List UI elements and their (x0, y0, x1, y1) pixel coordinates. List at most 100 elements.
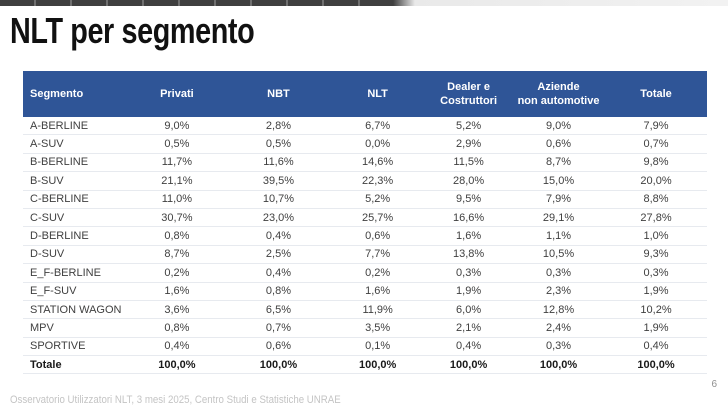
table-header: Segmento Privati NBT NLT Dealer e Costruttor… (23, 71, 707, 117)
top-edge-bar (0, 0, 728, 6)
value-cell: 100,0% (126, 355, 227, 375)
value-cell: 7,7% (330, 245, 426, 265)
value-cell: 11,0% (126, 190, 227, 209)
value-cell: 6,5% (226, 300, 331, 320)
value-cell: 5,2% (425, 117, 513, 136)
value-cell: 0,2% (330, 263, 426, 283)
value-cell: 0,8% (126, 226, 227, 246)
value-cell: 11,9% (330, 300, 426, 320)
value-cell: 20,0% (605, 171, 707, 191)
table-total-row: Totale 100,0% 100,0% 100,0% 100,0% 100,0% 100,… (23, 355, 707, 375)
value-cell: 1,9% (605, 318, 707, 338)
value-cell: 2,4% (512, 318, 606, 338)
top-edge-bar-ticks (0, 0, 394, 6)
value-cell: 9,8% (605, 153, 707, 173)
value-cell: 8,8% (605, 190, 707, 209)
table-row: SPORTIVE 0,4% 0,6% 0,1% 0,4% 0,3% 0,4% (23, 337, 707, 357)
value-cell: 28,0% (425, 171, 513, 191)
value-cell: 14,6% (330, 153, 426, 173)
value-cell: 100,0% (330, 355, 426, 375)
column-header-6: Totale (605, 71, 707, 117)
value-cell: 100,0% (425, 355, 513, 375)
value-cell: 29,1% (512, 208, 606, 228)
value-cell: 0,4% (126, 337, 227, 357)
segment-share-table: Segmento Privati NBT NLT Dealer e Costruttor… (23, 71, 707, 375)
page-title: NLT per segmento (10, 10, 255, 51)
value-cell: 2,8% (226, 117, 331, 136)
table-row: A-BERLINE 9,0% 2,8% 6,7% 5,2% 9,0% 7,9% (23, 117, 707, 136)
value-cell: 0,3% (512, 337, 606, 357)
table-row: E_F-BERLINE 0,2% 0,4% 0,2% 0,3% 0,3% 0,3% (23, 263, 707, 283)
value-cell: 10,5% (512, 245, 606, 265)
segment-label: C-SUV (23, 208, 127, 228)
segment-label: E_F-BERLINE (23, 263, 127, 283)
value-cell: 100,0% (226, 355, 331, 375)
value-cell: 13,8% (425, 245, 513, 265)
column-header-segmento: Segmento (23, 71, 127, 117)
value-cell: 1,9% (425, 282, 513, 301)
value-cell: 0,1% (330, 337, 426, 357)
value-cell: 0,3% (425, 263, 513, 283)
value-cell: 25,7% (330, 208, 426, 228)
value-cell: 0,8% (226, 282, 331, 301)
value-cell: 0,7% (226, 318, 331, 338)
value-cell: 9,0% (512, 117, 606, 136)
segment-label: SPORTIVE (23, 337, 127, 357)
value-cell: 0,2% (126, 263, 227, 283)
segment-label: D-BERLINE (23, 226, 127, 246)
value-cell: 0,4% (226, 226, 331, 246)
value-cell: 5,2% (330, 190, 426, 209)
table-row: B-SUV 21,1% 39,5% 22,3% 28,0% 15,0% 20,0% (23, 171, 707, 191)
value-cell: 22,3% (330, 171, 426, 191)
value-cell: 8,7% (126, 245, 227, 265)
segment-label: D-SUV (23, 245, 127, 265)
value-cell: 1,0% (605, 226, 707, 246)
column-header-4: Dealer e Costruttori (425, 71, 513, 117)
value-cell: 23,0% (226, 208, 331, 228)
segment-label: B-BERLINE (23, 153, 127, 173)
value-cell: 0,5% (126, 134, 227, 154)
value-cell: 1,6% (425, 226, 513, 246)
value-cell: 16,6% (425, 208, 513, 228)
value-cell: 11,6% (226, 153, 331, 173)
table-row: D-SUV 8,7% 2,5% 7,7% 13,8% 10,5% 9,3% (23, 245, 707, 265)
value-cell: 27,8% (605, 208, 707, 228)
segment-label: MPV (23, 318, 127, 338)
value-cell: 2,1% (425, 318, 513, 338)
value-cell: 15,0% (512, 171, 606, 191)
column-header-2: NBT (226, 71, 331, 117)
value-cell: 7,9% (605, 117, 707, 136)
segment-label: Totale (23, 355, 127, 375)
value-cell: 0,8% (126, 318, 227, 338)
value-cell: 0,0% (330, 134, 426, 154)
value-cell: 0,7% (605, 134, 707, 154)
value-cell: 3,6% (126, 300, 227, 320)
table-row: MPV 0,8% 0,7% 3,5% 2,1% 2,4% 1,9% (23, 318, 707, 338)
value-cell: 0,4% (425, 337, 513, 357)
value-cell: 7,9% (512, 190, 606, 209)
value-cell: 2,5% (226, 245, 331, 265)
value-cell: 0,6% (226, 337, 331, 357)
value-cell: 0,6% (512, 134, 606, 154)
table-row: STATION WAGON 3,6% 6,5% 11,9% 6,0% 12,8% 10,2% (23, 300, 707, 320)
value-cell: 1,1% (512, 226, 606, 246)
value-cell: 6,7% (330, 117, 426, 136)
value-cell: 100,0% (605, 355, 707, 375)
value-cell: 10,2% (605, 300, 707, 320)
value-cell: 11,5% (425, 153, 513, 173)
column-header-3: NLT (330, 71, 426, 117)
table-row: C-SUV 30,7% 23,0% 25,7% 16,6% 29,1% 27,8% (23, 208, 707, 228)
value-cell: 8,7% (512, 153, 606, 173)
page-number: 6 (711, 379, 717, 390)
value-cell: 6,0% (425, 300, 513, 320)
column-header-1: Privati (126, 71, 227, 117)
segment-label: B-SUV (23, 171, 127, 191)
segment-label: STATION WAGON (23, 300, 127, 320)
value-cell: 100,0% (512, 355, 606, 375)
segment-label: E_F-SUV (23, 282, 127, 301)
value-cell: 11,7% (126, 153, 227, 173)
value-cell: 9,5% (425, 190, 513, 209)
table-row: A-SUV 0,5% 0,5% 0,0% 2,9% 0,6% 0,7% (23, 134, 707, 154)
value-cell: 21,1% (126, 171, 227, 191)
table-header-row: Segmento Privati NBT NLT Dealer e Costruttor… (23, 71, 707, 117)
